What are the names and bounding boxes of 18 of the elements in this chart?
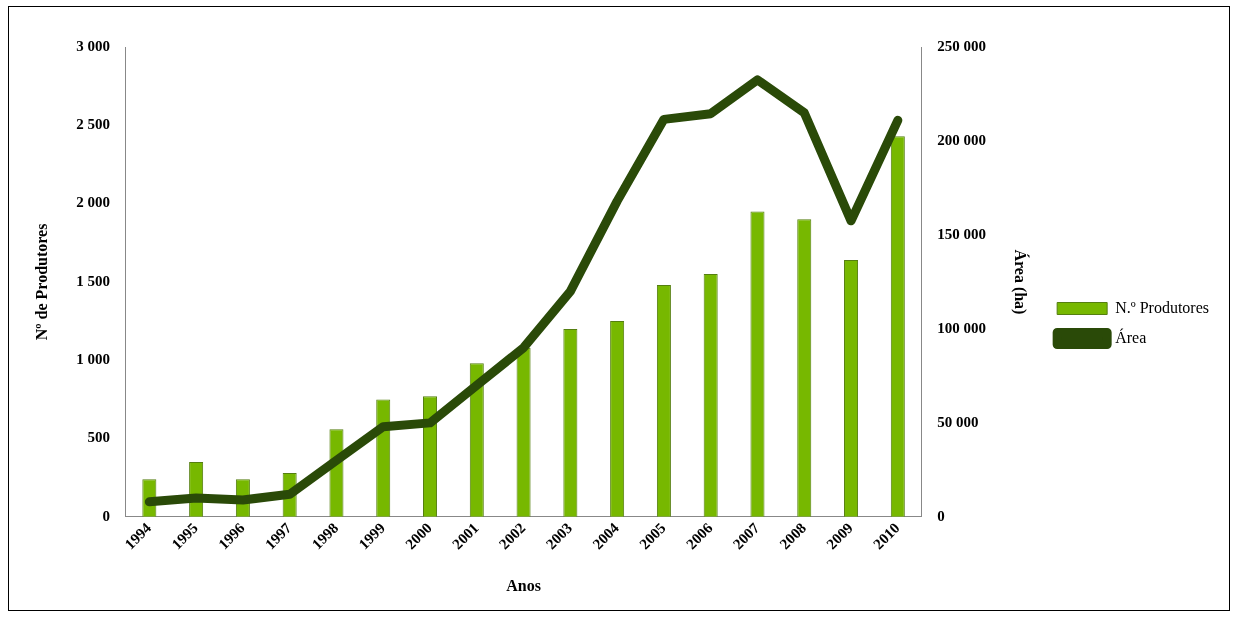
legend-label: N.º Produtores bbox=[1115, 298, 1209, 316]
y2-tick-label: 250 000 bbox=[937, 37, 986, 54]
y-tick-label: 2 000 bbox=[76, 194, 110, 211]
y-tick-label: 0 bbox=[102, 507, 110, 524]
x-axis-title: Anos bbox=[506, 576, 541, 594]
y-tick-label: 1 000 bbox=[76, 351, 110, 368]
y2-tick-label: 0 bbox=[937, 507, 945, 524]
y-tick-label: 3 000 bbox=[76, 37, 110, 54]
y2-tick-label: 50 000 bbox=[937, 413, 979, 430]
y-tick-label: 500 bbox=[87, 429, 110, 446]
y2-axis-title: Área (ha) bbox=[1011, 249, 1031, 315]
y-tick-label: 2 500 bbox=[76, 116, 110, 133]
legend-label: Área bbox=[1115, 327, 1147, 346]
y2-tick-label: 150 000 bbox=[937, 225, 986, 242]
y-axis-title: Nº de Produtores bbox=[32, 223, 50, 341]
y2-tick-label: 100 000 bbox=[937, 319, 986, 336]
y2-tick-label: 200 000 bbox=[937, 131, 986, 148]
y-tick-label: 1 500 bbox=[76, 272, 110, 289]
